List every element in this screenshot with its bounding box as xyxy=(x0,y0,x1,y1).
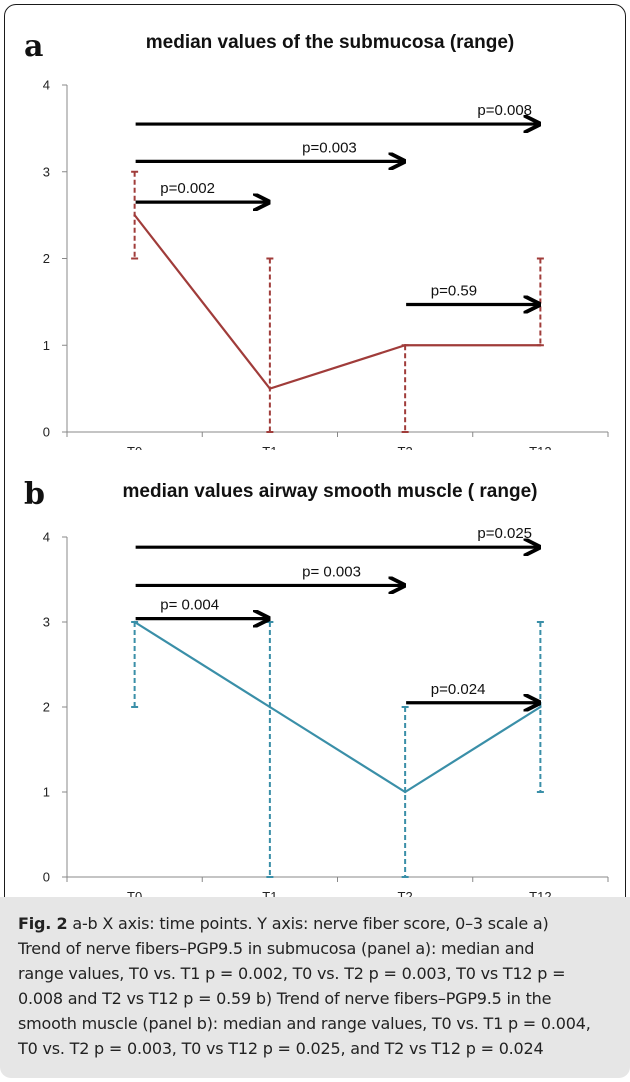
x-tick-label: T12 xyxy=(529,889,551,900)
y-tick-label: 3 xyxy=(43,164,50,179)
panel-label: a xyxy=(24,29,43,64)
x-tick-label: T0 xyxy=(127,444,142,450)
median-point xyxy=(539,344,542,347)
y-tick-label: 0 xyxy=(43,425,50,440)
caption-line: 0.008 and T2 vs T12 p = 0.59 b) Trend of… xyxy=(18,989,552,1008)
median-point xyxy=(268,705,272,709)
p-value-label: p=0.002 xyxy=(160,180,215,197)
median-line xyxy=(134,621,541,794)
y-tick-label: 4 xyxy=(43,78,50,93)
median-point xyxy=(403,790,407,794)
median-point xyxy=(133,620,136,624)
caption-figure-label: Fig. 2 xyxy=(18,914,68,933)
panel-label: b xyxy=(24,477,45,512)
caption-line: smooth muscle (panel b): median and rang… xyxy=(18,1014,591,1033)
figure-caption: Fig. 2 a-b X axis: time points. Y axis: … xyxy=(0,897,630,1078)
p-value-label: p=0.003 xyxy=(302,139,357,156)
y-tick-label: 2 xyxy=(43,251,50,266)
median-point xyxy=(403,344,407,347)
y-tick-label: 0 xyxy=(43,870,50,885)
caption-text: a-b X axis: time points. Y axis: nerve f… xyxy=(72,914,549,933)
median-point xyxy=(539,705,542,709)
x-tick-label: T0 xyxy=(127,889,142,900)
median-line xyxy=(133,214,541,390)
x-tick-label: T12 xyxy=(529,444,551,450)
y-tick-label: 2 xyxy=(43,700,50,715)
p-value-label: p=0.025 xyxy=(477,525,532,542)
chart-title: median values airway smooth muscle ( ran… xyxy=(123,481,538,502)
x-tick-label: T2 xyxy=(398,444,413,450)
x-tick-label: T1 xyxy=(262,444,277,450)
y-tick-label: 1 xyxy=(43,338,50,353)
caption-line: T0 vs. T2 p = 0.003, T0 vs T12 p = 0.025… xyxy=(18,1039,544,1058)
caption-line: Fig. 2 a-b X axis: time points. Y axis: … xyxy=(18,911,612,936)
caption-line: range values, T0 vs. T1 p = 0.002, T0 vs… xyxy=(18,964,566,983)
caption-line: Trend of nerve fibers–PGP9.5 in submucos… xyxy=(18,939,535,958)
y-tick-label: 3 xyxy=(43,615,50,630)
x-tick-label: T1 xyxy=(262,889,277,900)
y-tick-label: 1 xyxy=(43,785,50,800)
p-value-label: p=0.024 xyxy=(431,681,486,698)
p-value-label: p=0.008 xyxy=(477,102,532,119)
y-tick-label: 4 xyxy=(43,530,50,545)
median-point xyxy=(133,213,136,217)
chart-title: median values of the submucosa (range) xyxy=(146,32,514,53)
p-value-label: p= 0.003 xyxy=(302,563,361,580)
chart-panel-a: a median values of the submucosa (range) 0… xyxy=(24,29,609,450)
chart-panel-b: b median values airway smooth muscle ( ra… xyxy=(24,477,609,900)
p-value-label: p= 0.004 xyxy=(160,597,219,614)
median-point xyxy=(268,387,272,390)
p-value-label: p=0.59 xyxy=(431,282,477,299)
x-tick-label: T2 xyxy=(398,889,413,900)
